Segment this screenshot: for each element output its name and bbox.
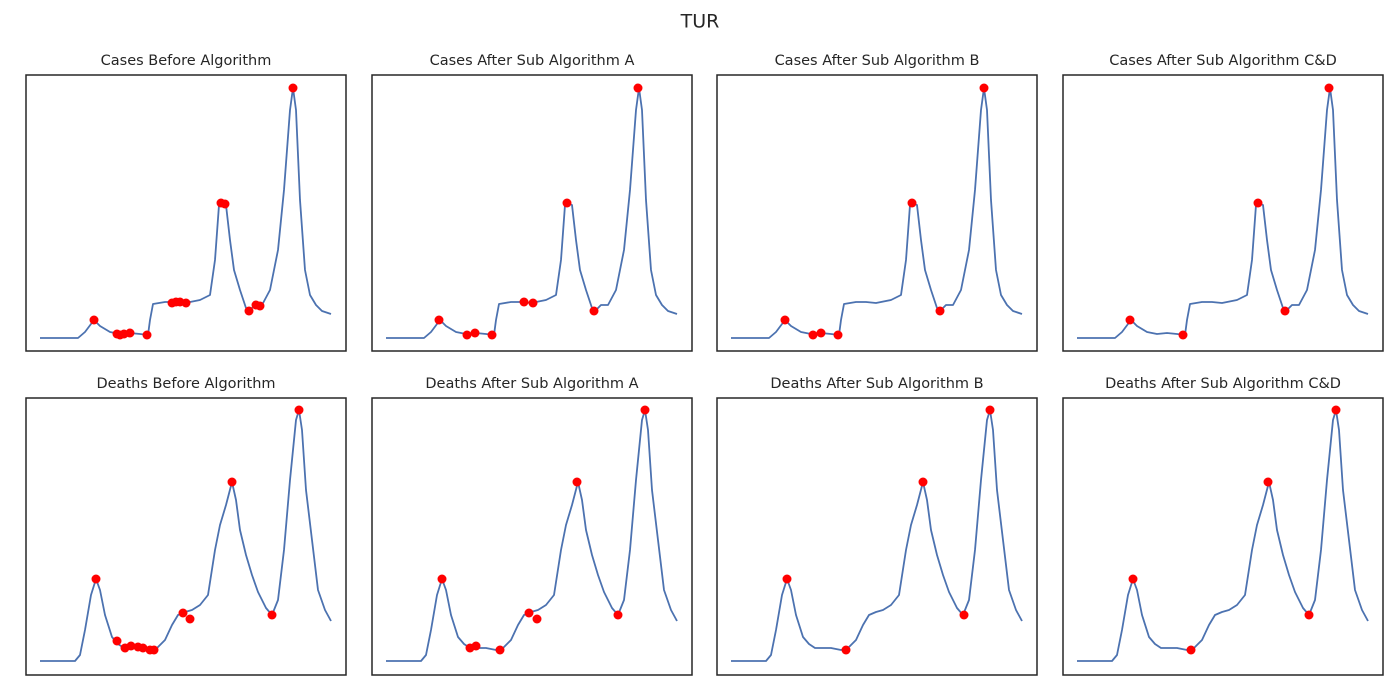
peak-marker — [142, 330, 152, 340]
series-line — [1077, 409, 1369, 662]
peak-marker — [532, 614, 542, 624]
peak-marker — [841, 645, 851, 655]
peak-marker — [220, 199, 230, 209]
subplot-title: Cases Before Algorithm — [101, 53, 272, 69]
series-line — [731, 409, 1023, 662]
plot-frame — [716, 74, 1038, 352]
peak-marker — [294, 405, 304, 415]
plot-frame — [371, 74, 693, 352]
peak-marker — [112, 636, 122, 646]
peak-marker — [91, 574, 101, 584]
peak-marker — [1125, 315, 1135, 325]
peak-marker — [1178, 330, 1188, 340]
peak-marker — [267, 610, 277, 620]
plot-frame — [371, 397, 693, 676]
peak-marker — [1331, 405, 1341, 415]
peak-marker — [816, 328, 826, 338]
peak-marker — [288, 83, 298, 93]
figure-title: TUR — [680, 11, 720, 33]
peak-marker — [524, 608, 534, 618]
peak-marker — [613, 610, 623, 620]
peak-marker — [808, 330, 818, 340]
plot-frame — [716, 397, 1038, 676]
subplot-title: Deaths After Sub Algorithm A — [425, 376, 638, 392]
peak-marker — [181, 298, 191, 308]
peak-marker — [244, 306, 254, 316]
peak-marker — [640, 405, 650, 415]
plot-frame — [1062, 397, 1384, 676]
peak-marker — [562, 198, 572, 208]
peak-marker — [907, 198, 917, 208]
peak-marker — [519, 297, 529, 307]
peak-marker — [227, 477, 237, 487]
plot-frame — [25, 74, 347, 352]
plot-frame — [25, 397, 347, 676]
peak-marker — [528, 298, 538, 308]
peak-marker — [979, 83, 989, 93]
peak-marker — [487, 330, 497, 340]
peak-marker — [138, 643, 148, 653]
subplot-title: Deaths After Sub Algorithm C&D — [1105, 376, 1341, 392]
peak-marker — [125, 328, 135, 338]
peak-marker — [495, 645, 505, 655]
peak-marker — [89, 315, 99, 325]
peak-marker — [255, 301, 265, 311]
peak-marker — [833, 330, 843, 340]
peak-marker — [985, 405, 995, 415]
peak-marker — [1280, 306, 1290, 316]
peak-marker — [918, 477, 928, 487]
subplot-title: Cases After Sub Algorithm C&D — [1109, 53, 1337, 69]
peak-marker — [1263, 477, 1273, 487]
subplot-title: Deaths Before Algorithm — [96, 376, 275, 392]
peak-marker — [782, 574, 792, 584]
peak-marker — [470, 328, 480, 338]
peak-marker — [1304, 610, 1314, 620]
plot-frame — [1062, 74, 1384, 352]
peak-marker — [1186, 645, 1196, 655]
peak-marker — [434, 315, 444, 325]
peak-marker — [462, 330, 472, 340]
subplot-title: Cases After Sub Algorithm B — [775, 53, 980, 69]
peak-marker — [437, 574, 447, 584]
peak-marker — [1324, 83, 1334, 93]
peak-marker — [572, 477, 582, 487]
peak-marker — [959, 610, 969, 620]
peak-marker — [589, 306, 599, 316]
peak-marker — [178, 608, 188, 618]
series-line — [386, 409, 678, 662]
peak-marker — [935, 306, 945, 316]
peak-marker — [1128, 574, 1138, 584]
peak-marker — [780, 315, 790, 325]
peak-marker — [1253, 198, 1263, 208]
subplot-title: Deaths After Sub Algorithm B — [770, 376, 983, 392]
peak-marker — [471, 641, 481, 651]
subplot-title: Cases After Sub Algorithm A — [430, 53, 635, 69]
series-line — [40, 409, 332, 662]
peak-marker — [185, 614, 195, 624]
peak-marker — [126, 641, 136, 651]
peak-marker — [633, 83, 643, 93]
peak-marker — [149, 645, 159, 655]
